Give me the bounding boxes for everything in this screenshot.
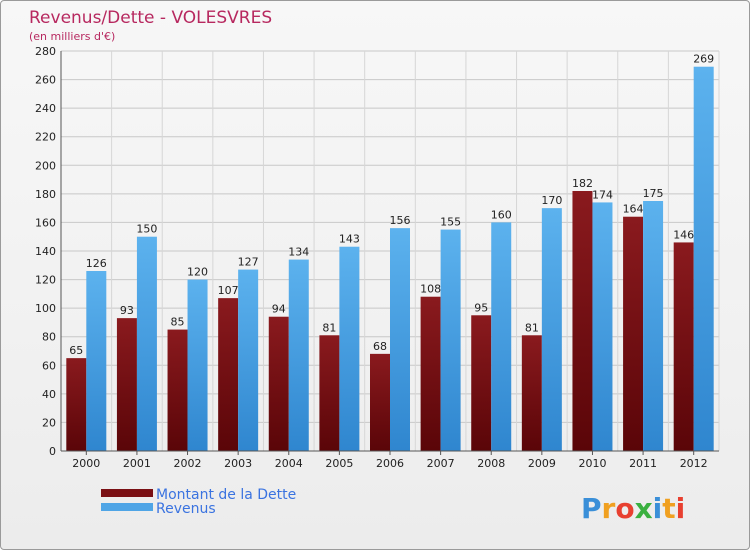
- data-label: 134: [288, 246, 309, 259]
- bar-revenus: [541, 208, 562, 451]
- y-tick-label: 120: [35, 274, 56, 287]
- data-label: 146: [673, 228, 694, 241]
- bar-revenus: [136, 236, 157, 451]
- data-label: 170: [541, 194, 562, 207]
- y-tick-label: 220: [35, 131, 56, 144]
- x-tick-label: 2004: [275, 457, 303, 470]
- x-tick-label: 2010: [578, 457, 606, 470]
- legend-label: Montant de la Dette: [156, 487, 296, 503]
- data-label: 175: [643, 187, 664, 200]
- legend-label: Revenus: [156, 501, 216, 517]
- y-tick-label: 80: [42, 331, 56, 344]
- data-label: 143: [339, 233, 360, 246]
- x-tick-label: 2011: [629, 457, 657, 470]
- bar-revenus: [187, 279, 208, 451]
- bar-revenus: [288, 259, 309, 451]
- y-tick-label: 60: [42, 359, 56, 372]
- bar-revenus: [339, 246, 360, 451]
- chart-subtitle: (en milliers d'€): [29, 30, 115, 43]
- bar-dette: [218, 298, 239, 451]
- bar-revenus: [643, 201, 664, 451]
- data-label: 164: [623, 203, 644, 216]
- bar-dette: [471, 315, 492, 451]
- bar-dette: [319, 335, 340, 451]
- data-label: 68: [373, 340, 387, 353]
- bar-revenus: [390, 228, 410, 451]
- bar-revenus: [592, 202, 613, 451]
- bar-revenus: [491, 222, 512, 451]
- x-tick-label: 2008: [477, 457, 505, 470]
- y-tick-label: 160: [35, 216, 56, 229]
- y-tick-label: 140: [35, 245, 56, 258]
- data-label: 155: [440, 216, 461, 229]
- bar-dette: [370, 353, 390, 451]
- data-label: 269: [693, 53, 714, 66]
- x-tick-label: 2003: [224, 457, 252, 470]
- x-tick-label: 2001: [123, 457, 151, 470]
- bar-revenus: [86, 271, 107, 451]
- data-label: 81: [322, 321, 336, 334]
- y-tick-label: 20: [42, 416, 56, 429]
- y-tick-label: 40: [42, 388, 56, 401]
- proxiti-logo: Proxiti: [581, 492, 685, 525]
- data-label: 81: [525, 321, 539, 334]
- y-tick-label: 260: [35, 74, 56, 87]
- axes: 0 20 40 60 80 100 120 140 160 180 200 220 240 260 280 2…: [35, 45, 719, 470]
- data-label: 108: [420, 283, 441, 296]
- bar-dette: [673, 242, 694, 451]
- data-label: 182: [572, 177, 593, 190]
- bar-dette: [268, 316, 289, 451]
- data-label: 85: [171, 316, 185, 329]
- data-label: 93: [120, 304, 134, 317]
- y-tick-label: 240: [35, 102, 56, 115]
- x-tick-label: 2012: [680, 457, 708, 470]
- data-label: 174: [592, 188, 613, 201]
- data-label: 95: [474, 301, 488, 314]
- data-label: 160: [491, 208, 512, 221]
- data-label: 150: [136, 223, 157, 236]
- legend-swatch: [101, 489, 153, 497]
- data-label: 65: [69, 344, 83, 357]
- data-label: 94: [272, 303, 286, 316]
- chart-title: Revenus/Dette - VOLESVRES: [29, 8, 272, 28]
- y-tick-label: 100: [35, 302, 56, 315]
- data-label: 107: [218, 284, 239, 297]
- y-tick-label: 280: [35, 45, 56, 58]
- legend-swatch: [101, 503, 153, 511]
- y-tick-label: 180: [35, 188, 56, 201]
- bar-dette: [66, 358, 87, 451]
- data-label: 127: [238, 256, 259, 269]
- bar-dette: [116, 318, 137, 451]
- data-label: 120: [187, 266, 208, 279]
- y-tick-label: 0: [49, 445, 56, 458]
- bar-dette: [623, 216, 644, 451]
- x-tick-label: 2002: [174, 457, 202, 470]
- bar-dette: [521, 335, 542, 451]
- y-tick-label: 200: [35, 159, 56, 172]
- bars: 65 126 93 150 85 120 107 127 94 134 81 143 68 156 108 1…: [66, 53, 714, 451]
- logo-text: Proxiti: [581, 492, 685, 525]
- bar-revenus: [440, 229, 461, 451]
- bar-revenus: [693, 66, 714, 451]
- data-label: 126: [86, 257, 107, 270]
- bar-revenus: [238, 269, 259, 451]
- bar-dette: [420, 296, 441, 451]
- bar-dette: [167, 329, 188, 451]
- x-tick-label: 2006: [376, 457, 404, 470]
- x-tick-label: 2005: [325, 457, 353, 470]
- x-tick-label: 2000: [72, 457, 100, 470]
- x-tick-label: 2009: [528, 457, 556, 470]
- bar-dette: [572, 191, 593, 451]
- data-label: 156: [390, 214, 411, 227]
- x-tick-label: 2007: [427, 457, 455, 470]
- grid-lines: [60, 50, 720, 452]
